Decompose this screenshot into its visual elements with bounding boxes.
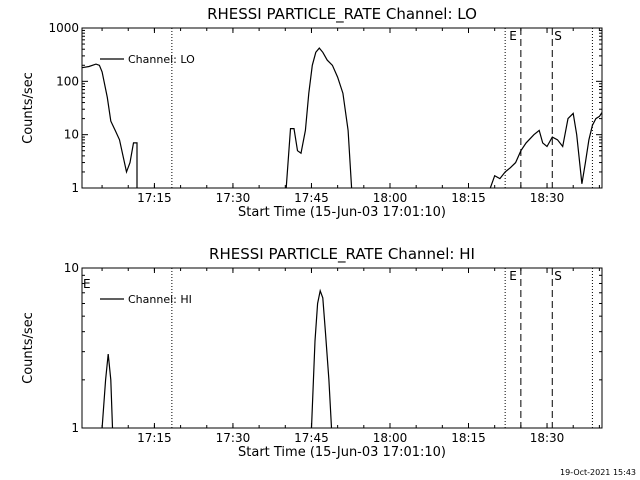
chart-2-corner-label: E (83, 277, 91, 291)
chart-1-x-axis-label: Start Time (15-Jun-03 17:01:10) (238, 205, 446, 220)
chart-1-marker-label-s: S (554, 29, 562, 43)
chart-2-x-tick-label-4: 18:00 (373, 431, 408, 445)
chart-2-x-tick-label-1: 17:15 (137, 431, 172, 445)
chart-1-y-tick-label-4: 1000 (48, 21, 79, 35)
chart-1-group: RHESSI PARTICLE_RATE Channel: LO E S 17:15 1… (21, 5, 603, 220)
chart-2-title: RHESSI PARTICLE_RATE Channel: HI (209, 245, 475, 264)
chart-1-y-axis-label: Counts/sec (21, 72, 36, 144)
footer-timestamp: 19-Oct-2021 15:43 (560, 468, 636, 477)
chart-2-frame (81, 267, 603, 429)
chart-1-x-tick-label-2: 17:30 (216, 191, 251, 205)
chart-1-x-tick-label-6: 18:30 (530, 191, 565, 205)
chart-1-frame (81, 27, 603, 189)
chart-2-x-tick-label-3: 17:45 (294, 431, 329, 445)
chart-2-y-axis-label: Counts/sec (21, 312, 36, 384)
chart-1-legend-label: Channel: LO (128, 53, 195, 66)
chart-2-group: RHESSI PARTICLE_RATE Channel: HI E S E 17:15… (21, 245, 603, 460)
chart-1-title: RHESSI PARTICLE_RATE Channel: LO (207, 5, 477, 24)
chart-1-x-tick-label-5: 18:15 (451, 191, 486, 205)
chart-1-y-tick-label-2: 10 (64, 128, 79, 142)
chart-1-x-tick-label-1: 17:15 (137, 191, 172, 205)
chart-2-marker-label-e: E (509, 269, 517, 283)
chart-1-y-tick-label-3: 100 (56, 74, 79, 88)
chart-2-x-tick-label-2: 17:30 (216, 431, 251, 445)
chart-2-legend-label: Channel: HI (128, 293, 192, 306)
chart-2-y-tick-label-1: 1 (71, 421, 79, 435)
chart-2-y-tick-label-2: 10 (64, 261, 79, 275)
chart-2-x-tick-label-6: 18:30 (530, 431, 565, 445)
chart-2-x-axis-label: Start Time (15-Jun-03 17:01:10) (238, 445, 446, 460)
chart-1-x-tick-label-3: 17:45 (294, 191, 329, 205)
chart-1-marker-label-e: E (509, 29, 517, 43)
chart-1-x-tick-label-4: 18:00 (373, 191, 408, 205)
chart-2-series-1-segment-2 (310, 288, 333, 428)
chart-2-marker-label-s: S (554, 269, 562, 283)
chart-2-x-tick-label-5: 18:15 (451, 431, 486, 445)
chart-2-series-1-segment-1 (101, 353, 114, 428)
chart-1-y-tick-label-1: 1 (71, 181, 79, 195)
chart-1-series-1-segment-1 (82, 63, 138, 188)
chart-1-series-1-segment-3 (489, 112, 602, 188)
chart-1-series-1-segment-2 (285, 47, 353, 188)
